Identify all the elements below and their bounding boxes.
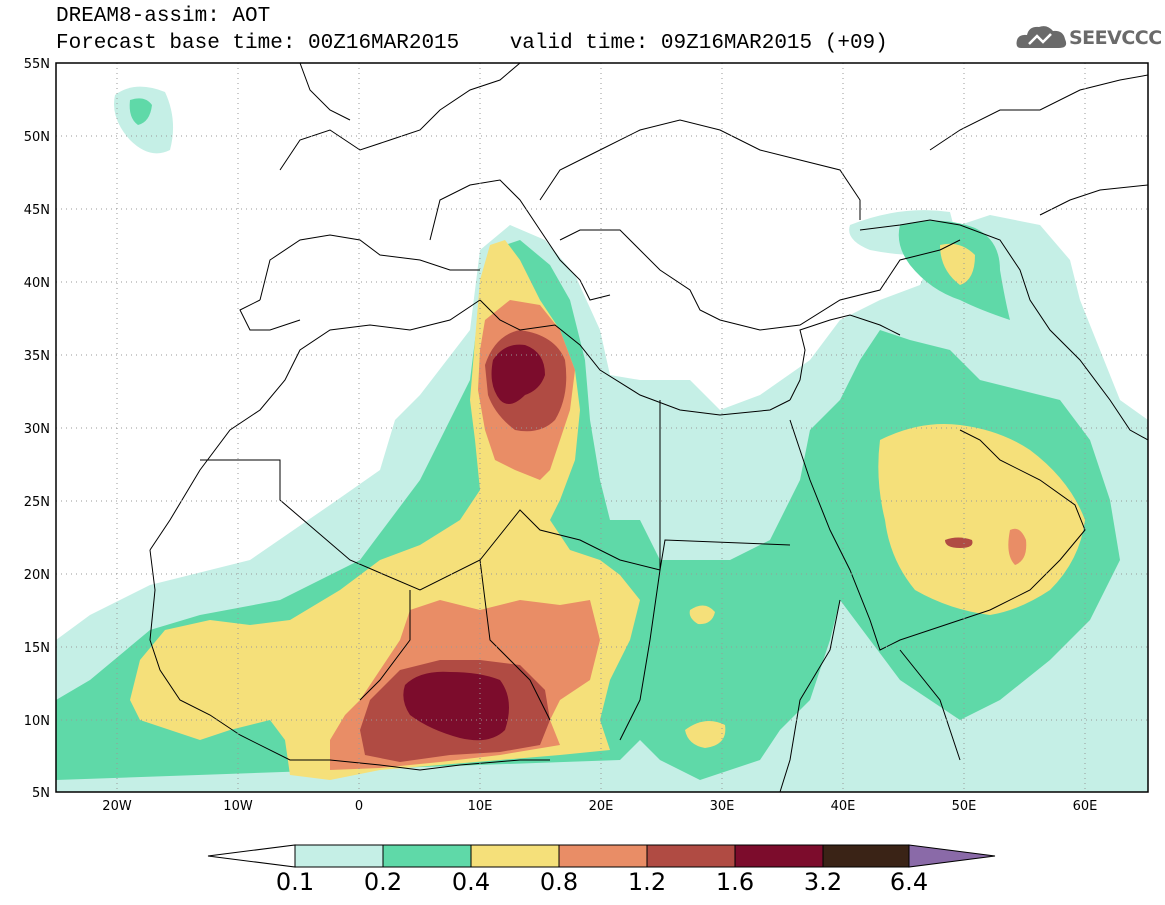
colorbar-bin-0.2-0.4: [382, 844, 472, 868]
y-tick-20n: 20N: [24, 568, 50, 583]
colorbar-label-6.4: 6.4: [889, 868, 929, 896]
y-tick-5n: 5N: [32, 786, 50, 801]
y-tick-40n: 40N: [24, 276, 50, 291]
colorbar-bin-0.8-1.2: [558, 844, 648, 868]
x-tick-60e: 60E: [1073, 799, 1098, 814]
coastlines: [149, 63, 1148, 792]
forecast-times: Forecast base time: 00Z16MAR2015 valid t…: [56, 33, 888, 55]
colorbar-label-0.8: 0.8: [539, 868, 579, 896]
y-tick-30n: 30N: [24, 422, 50, 437]
colorbar-bin-0.4-0.8: [470, 844, 560, 868]
y-tick-35n: 35N: [24, 349, 50, 364]
y-axis: 55N 50N 45N 40N 35N 30N 25N 20N 15N 10N …: [24, 57, 50, 801]
y-tick-25n: 25N: [24, 495, 50, 510]
colorbar-max-arrow: [908, 844, 996, 868]
valid-time: valid time: 09Z16MAR2015 (+09): [509, 32, 888, 55]
y-tick-10n: 10N: [24, 714, 50, 729]
colorbar-bin-3.2-6.4: [822, 844, 910, 868]
model-title: DREAM8-assim: AOT: [56, 5, 271, 28]
cloud-logo-icon: [1016, 26, 1067, 48]
colorbar-label-3.2: 3.2: [803, 868, 843, 896]
x-tick-10w: 10W: [223, 799, 253, 814]
colorbar-bin-0.1-0.2: [294, 844, 384, 868]
colorbar-label-0.1: 0.1: [275, 868, 315, 896]
x-tick-20w: 20W: [102, 799, 132, 814]
colorbar-label-0.2: 0.2: [363, 868, 403, 896]
colorbar-label-1.2: 1.2: [627, 868, 667, 896]
colorbar: [207, 844, 996, 868]
x-tick-10e: 10E: [468, 799, 493, 814]
colorbar-label-1.6: 1.6: [715, 868, 755, 896]
logo-text: SEEVCCC: [1069, 27, 1162, 49]
x-tick-40e: 40E: [831, 799, 856, 814]
colorbar-bin-1.2-1.6: [646, 844, 736, 868]
base-time: Forecast base time: 00Z16MAR2015: [56, 32, 460, 55]
x-tick-20e: 20E: [589, 799, 614, 814]
y-tick-50n: 50N: [24, 130, 50, 145]
colorbar-min-arrow: [207, 844, 296, 868]
grid: [56, 63, 1148, 792]
y-tick-45n: 45N: [24, 203, 50, 218]
y-tick-55n: 55N: [24, 57, 50, 72]
x-axis: 20W 10W 0 10E 20E 30E 40E 50E 60E: [102, 799, 1097, 814]
colorbar-bin-1.6-3.2: [734, 844, 824, 868]
y-tick-15n: 15N: [24, 641, 50, 656]
x-tick-0: 0: [355, 799, 363, 814]
aot-field-1.6: [491, 344, 545, 404]
x-tick-30e: 30E: [710, 799, 735, 814]
colorbar-label-0.4: 0.4: [451, 868, 491, 896]
x-tick-50e: 50E: [952, 799, 977, 814]
aot-field: [56, 86, 1148, 792]
plot-frame: [55, 62, 1149, 793]
